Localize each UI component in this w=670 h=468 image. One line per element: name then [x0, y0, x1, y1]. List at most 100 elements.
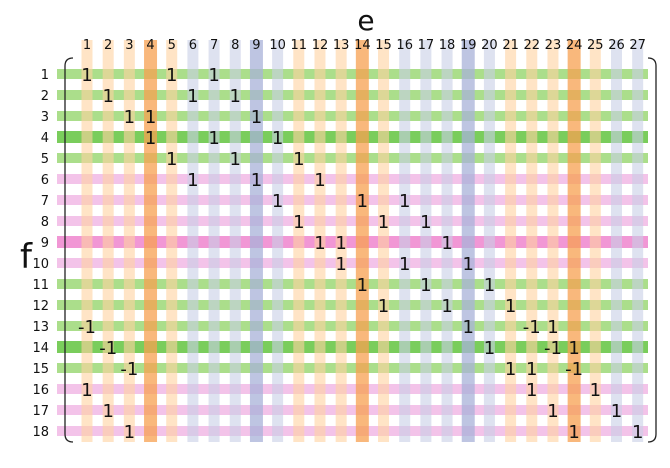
column-label: 15 — [375, 38, 392, 53]
row-band — [57, 216, 648, 226]
column-band — [123, 40, 135, 442]
row-band — [57, 279, 648, 289]
matrix-entry: 1 — [102, 401, 113, 422]
row-band — [57, 363, 648, 373]
matrix-entry: 1 — [251, 107, 262, 128]
row-label: 7 — [41, 194, 49, 209]
matrix-entry: -1 — [99, 338, 117, 359]
column-label: 6 — [189, 38, 197, 53]
row-label: 13 — [32, 320, 49, 335]
column-band — [378, 40, 390, 442]
column-label: 22 — [524, 38, 541, 53]
matrix-entry: 1 — [505, 296, 516, 317]
left-bracket — [64, 57, 74, 443]
column-label: 14 — [354, 38, 371, 53]
matrix-entry: 1 — [166, 149, 177, 170]
column-label: 21 — [502, 38, 519, 53]
matrix-entry: 1 — [335, 254, 346, 275]
matrix-entry: 1 — [357, 275, 368, 296]
column-label: 17 — [418, 38, 435, 53]
row-band — [57, 341, 648, 353]
column-band — [355, 40, 369, 442]
matrix-entry: 1 — [420, 275, 431, 296]
column-label: 27 — [629, 38, 646, 53]
column-band — [547, 40, 559, 442]
row-band — [57, 111, 648, 121]
row-label: 10 — [32, 257, 49, 272]
row-label: 1 — [41, 68, 49, 83]
column-band — [272, 40, 284, 442]
column-band — [249, 40, 263, 442]
matrix-entry: 1 — [357, 191, 368, 212]
matrix-entry: 1 — [187, 86, 198, 107]
matrix-entry: 1 — [230, 149, 241, 170]
column-label: 11 — [291, 38, 308, 53]
row-label: 15 — [32, 362, 49, 377]
matrix-entry: 1 — [463, 254, 474, 275]
column-band — [187, 40, 199, 442]
row-label: 6 — [41, 173, 49, 188]
column-label: 18 — [439, 38, 456, 53]
column-label: 3 — [125, 38, 133, 53]
row-bands — [57, 69, 648, 436]
matrix-entry: 1 — [526, 359, 537, 380]
column-band — [632, 40, 644, 442]
matrix-entry: 1 — [102, 86, 113, 107]
matrix-entry: 1 — [547, 317, 558, 338]
column-label: 1 — [83, 38, 91, 53]
matrix-entry: 1 — [420, 212, 431, 233]
matrix-entry: 1 — [272, 191, 283, 212]
matrix-entry: 1 — [568, 338, 579, 359]
column-band — [505, 40, 517, 442]
matrix-entry: 1 — [611, 401, 622, 422]
row-label: 18 — [32, 425, 49, 440]
matrix-entry: 1 — [441, 296, 452, 317]
column-band — [567, 40, 581, 442]
column-label: 19 — [460, 38, 477, 53]
row-band — [57, 426, 648, 436]
row-label: 3 — [41, 110, 49, 125]
matrix-entry: 1 — [484, 338, 495, 359]
column-label: 26 — [608, 38, 625, 53]
matrix-entry: 1 — [463, 317, 474, 338]
column-bands — [81, 40, 644, 442]
column-band — [144, 40, 158, 442]
matrix-entry: 1 — [441, 233, 452, 254]
matrix-entry: 1 — [314, 233, 325, 254]
column-band — [229, 40, 241, 442]
row-band — [57, 69, 648, 79]
matrix-entry: 1 — [124, 107, 135, 128]
column-band — [293, 40, 305, 442]
matrix-entry: 1 — [208, 128, 219, 149]
row-band — [57, 90, 648, 100]
matrix-entry: 1 — [166, 65, 177, 86]
row-label: 2 — [41, 89, 49, 104]
column-band — [335, 40, 347, 442]
matrix-entry: 1 — [145, 128, 156, 149]
column-band — [461, 40, 475, 442]
row-band — [57, 300, 648, 310]
column-band — [399, 40, 411, 442]
row-label: 12 — [32, 299, 49, 314]
matrix-entry: 1 — [145, 107, 156, 128]
matrix-entry: 1 — [187, 170, 198, 191]
matrix-entry: 1 — [632, 422, 643, 443]
matrix-entry: 1 — [399, 191, 410, 212]
matrix-entry: 1 — [272, 128, 283, 149]
matrix-entry: -1 — [565, 359, 583, 380]
matrix-entry: 1 — [590, 380, 601, 401]
column-band — [208, 40, 220, 442]
column-band — [611, 40, 622, 442]
row-label: 17 — [32, 404, 49, 419]
matrix-entry: 1 — [568, 422, 579, 443]
column-label: 8 — [231, 38, 239, 53]
row-band — [57, 174, 648, 184]
matrix-entry: 1 — [81, 65, 92, 86]
matrix-entry: 1 — [293, 149, 304, 170]
row-label: 8 — [41, 215, 49, 230]
matrix-entry: 1 — [124, 422, 135, 443]
matrix-brackets — [64, 57, 657, 443]
row-band — [57, 258, 648, 268]
column-label: 10 — [269, 38, 286, 53]
